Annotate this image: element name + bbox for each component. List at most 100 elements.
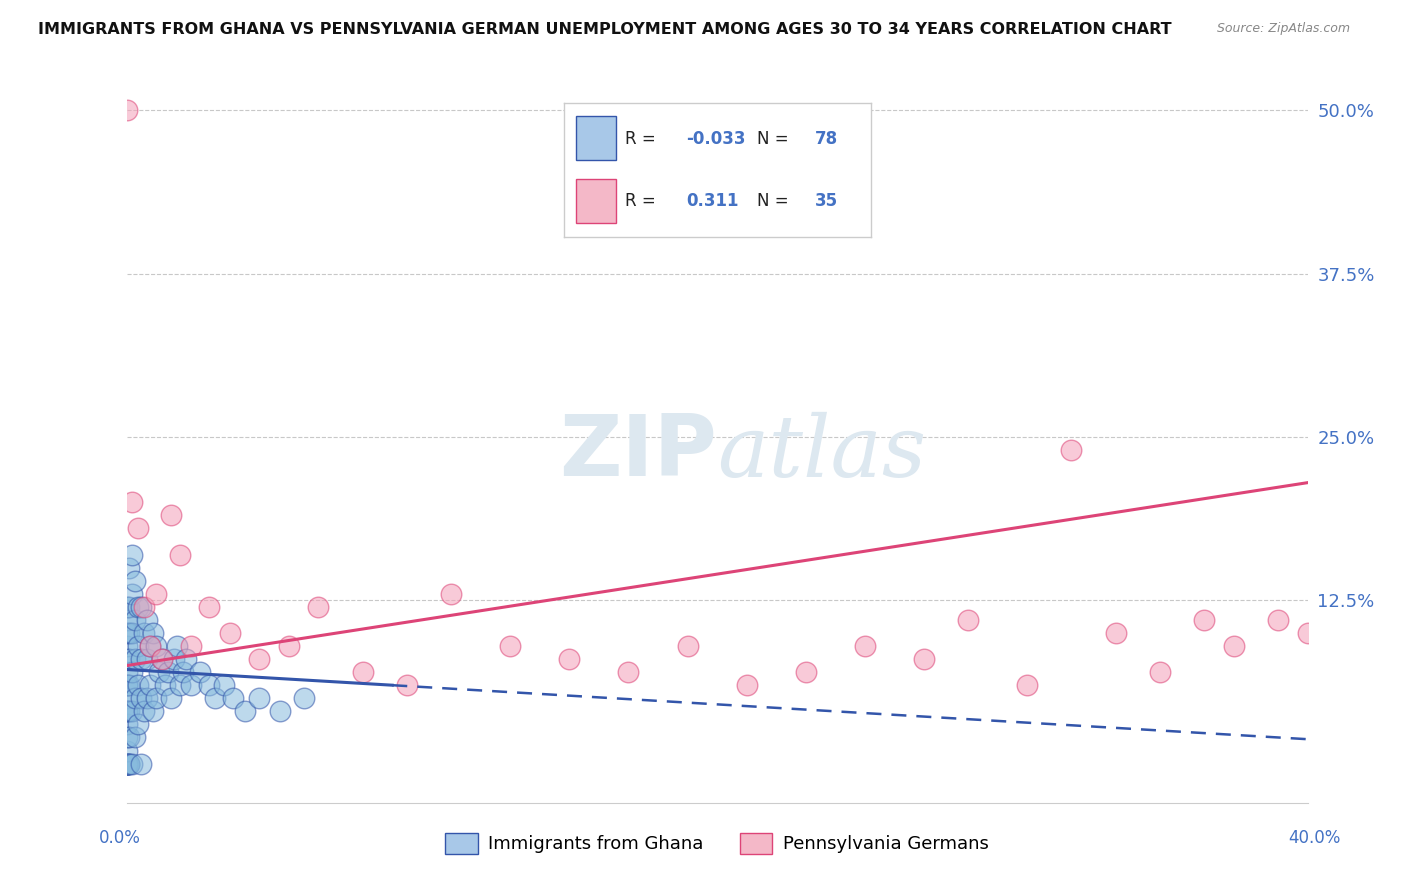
Point: [1149, 665, 1171, 680]
Point: [160, 508, 183, 523]
Point: [249, 691, 271, 706]
Point: [115, 756, 138, 771]
Point: [118, 756, 141, 771]
Point: [396, 678, 419, 692]
Point: [308, 599, 330, 614]
Point: [212, 678, 235, 692]
Point: [956, 613, 979, 627]
Point: [118, 731, 141, 745]
Point: [1017, 678, 1039, 692]
Point: [118, 704, 141, 718]
Point: [115, 691, 138, 706]
Point: [124, 652, 146, 666]
Point: [129, 756, 153, 771]
Point: [198, 599, 221, 614]
Point: [139, 639, 162, 653]
Point: [115, 678, 138, 692]
Point: [115, 756, 138, 771]
Point: [121, 495, 143, 509]
Point: [115, 103, 138, 118]
Point: [174, 652, 197, 666]
Text: Source: ZipAtlas.com: Source: ZipAtlas.com: [1216, 22, 1350, 36]
Point: [499, 639, 522, 653]
Point: [129, 652, 153, 666]
Point: [124, 731, 146, 745]
Point: [1223, 639, 1246, 653]
Point: [118, 678, 141, 692]
Point: [121, 626, 143, 640]
Point: [129, 599, 153, 614]
Point: [134, 599, 156, 614]
Point: [127, 717, 149, 731]
Point: [139, 678, 162, 692]
Point: [180, 639, 202, 653]
Point: [1296, 626, 1319, 640]
Point: [115, 704, 138, 718]
Point: [121, 704, 143, 718]
Point: [153, 678, 176, 692]
Point: [115, 717, 138, 731]
Point: [198, 678, 221, 692]
Text: ZIP: ZIP: [560, 411, 717, 494]
Point: [115, 665, 138, 680]
Point: [115, 743, 138, 757]
Point: [352, 665, 374, 680]
Point: [219, 626, 242, 640]
Point: [558, 652, 581, 666]
Point: [735, 678, 758, 692]
Point: [145, 639, 167, 653]
Point: [121, 665, 143, 680]
Point: [145, 691, 167, 706]
Point: [1267, 613, 1289, 627]
Point: [150, 652, 173, 666]
Point: [169, 548, 191, 562]
Point: [440, 587, 463, 601]
Point: [115, 626, 138, 640]
Text: atlas: atlas: [717, 411, 927, 494]
Point: [118, 560, 141, 574]
Point: [912, 652, 935, 666]
Point: [1060, 442, 1083, 457]
Point: [180, 678, 202, 692]
Point: [292, 691, 315, 706]
Point: [115, 599, 138, 614]
Point: [115, 652, 138, 666]
Legend: Immigrants from Ghana, Pennsylvania Germans: Immigrants from Ghana, Pennsylvania Germ…: [437, 825, 997, 861]
Point: [233, 704, 256, 718]
Point: [136, 691, 159, 706]
Point: [115, 704, 138, 718]
Point: [124, 613, 146, 627]
Point: [676, 639, 699, 653]
Text: 0.0%: 0.0%: [98, 829, 141, 847]
Point: [124, 691, 146, 706]
Point: [278, 639, 301, 653]
Point: [142, 626, 165, 640]
Point: [249, 652, 271, 666]
Point: [115, 731, 138, 745]
Point: [127, 521, 149, 535]
Point: [160, 691, 183, 706]
Point: [115, 639, 138, 653]
Point: [118, 756, 141, 771]
Point: [142, 704, 165, 718]
Point: [150, 652, 173, 666]
Point: [136, 613, 159, 627]
Point: [156, 665, 179, 680]
Point: [121, 587, 143, 601]
Point: [145, 587, 167, 601]
Point: [139, 639, 162, 653]
Text: 40.0%: 40.0%: [1288, 829, 1341, 847]
Point: [617, 665, 640, 680]
Point: [166, 639, 188, 653]
Point: [1192, 613, 1215, 627]
Point: [124, 574, 146, 588]
Point: [172, 665, 194, 680]
Point: [115, 613, 138, 627]
Point: [127, 599, 149, 614]
Point: [794, 665, 817, 680]
Point: [853, 639, 876, 653]
Point: [204, 691, 226, 706]
Point: [269, 704, 291, 718]
Point: [169, 678, 191, 692]
Point: [129, 691, 153, 706]
